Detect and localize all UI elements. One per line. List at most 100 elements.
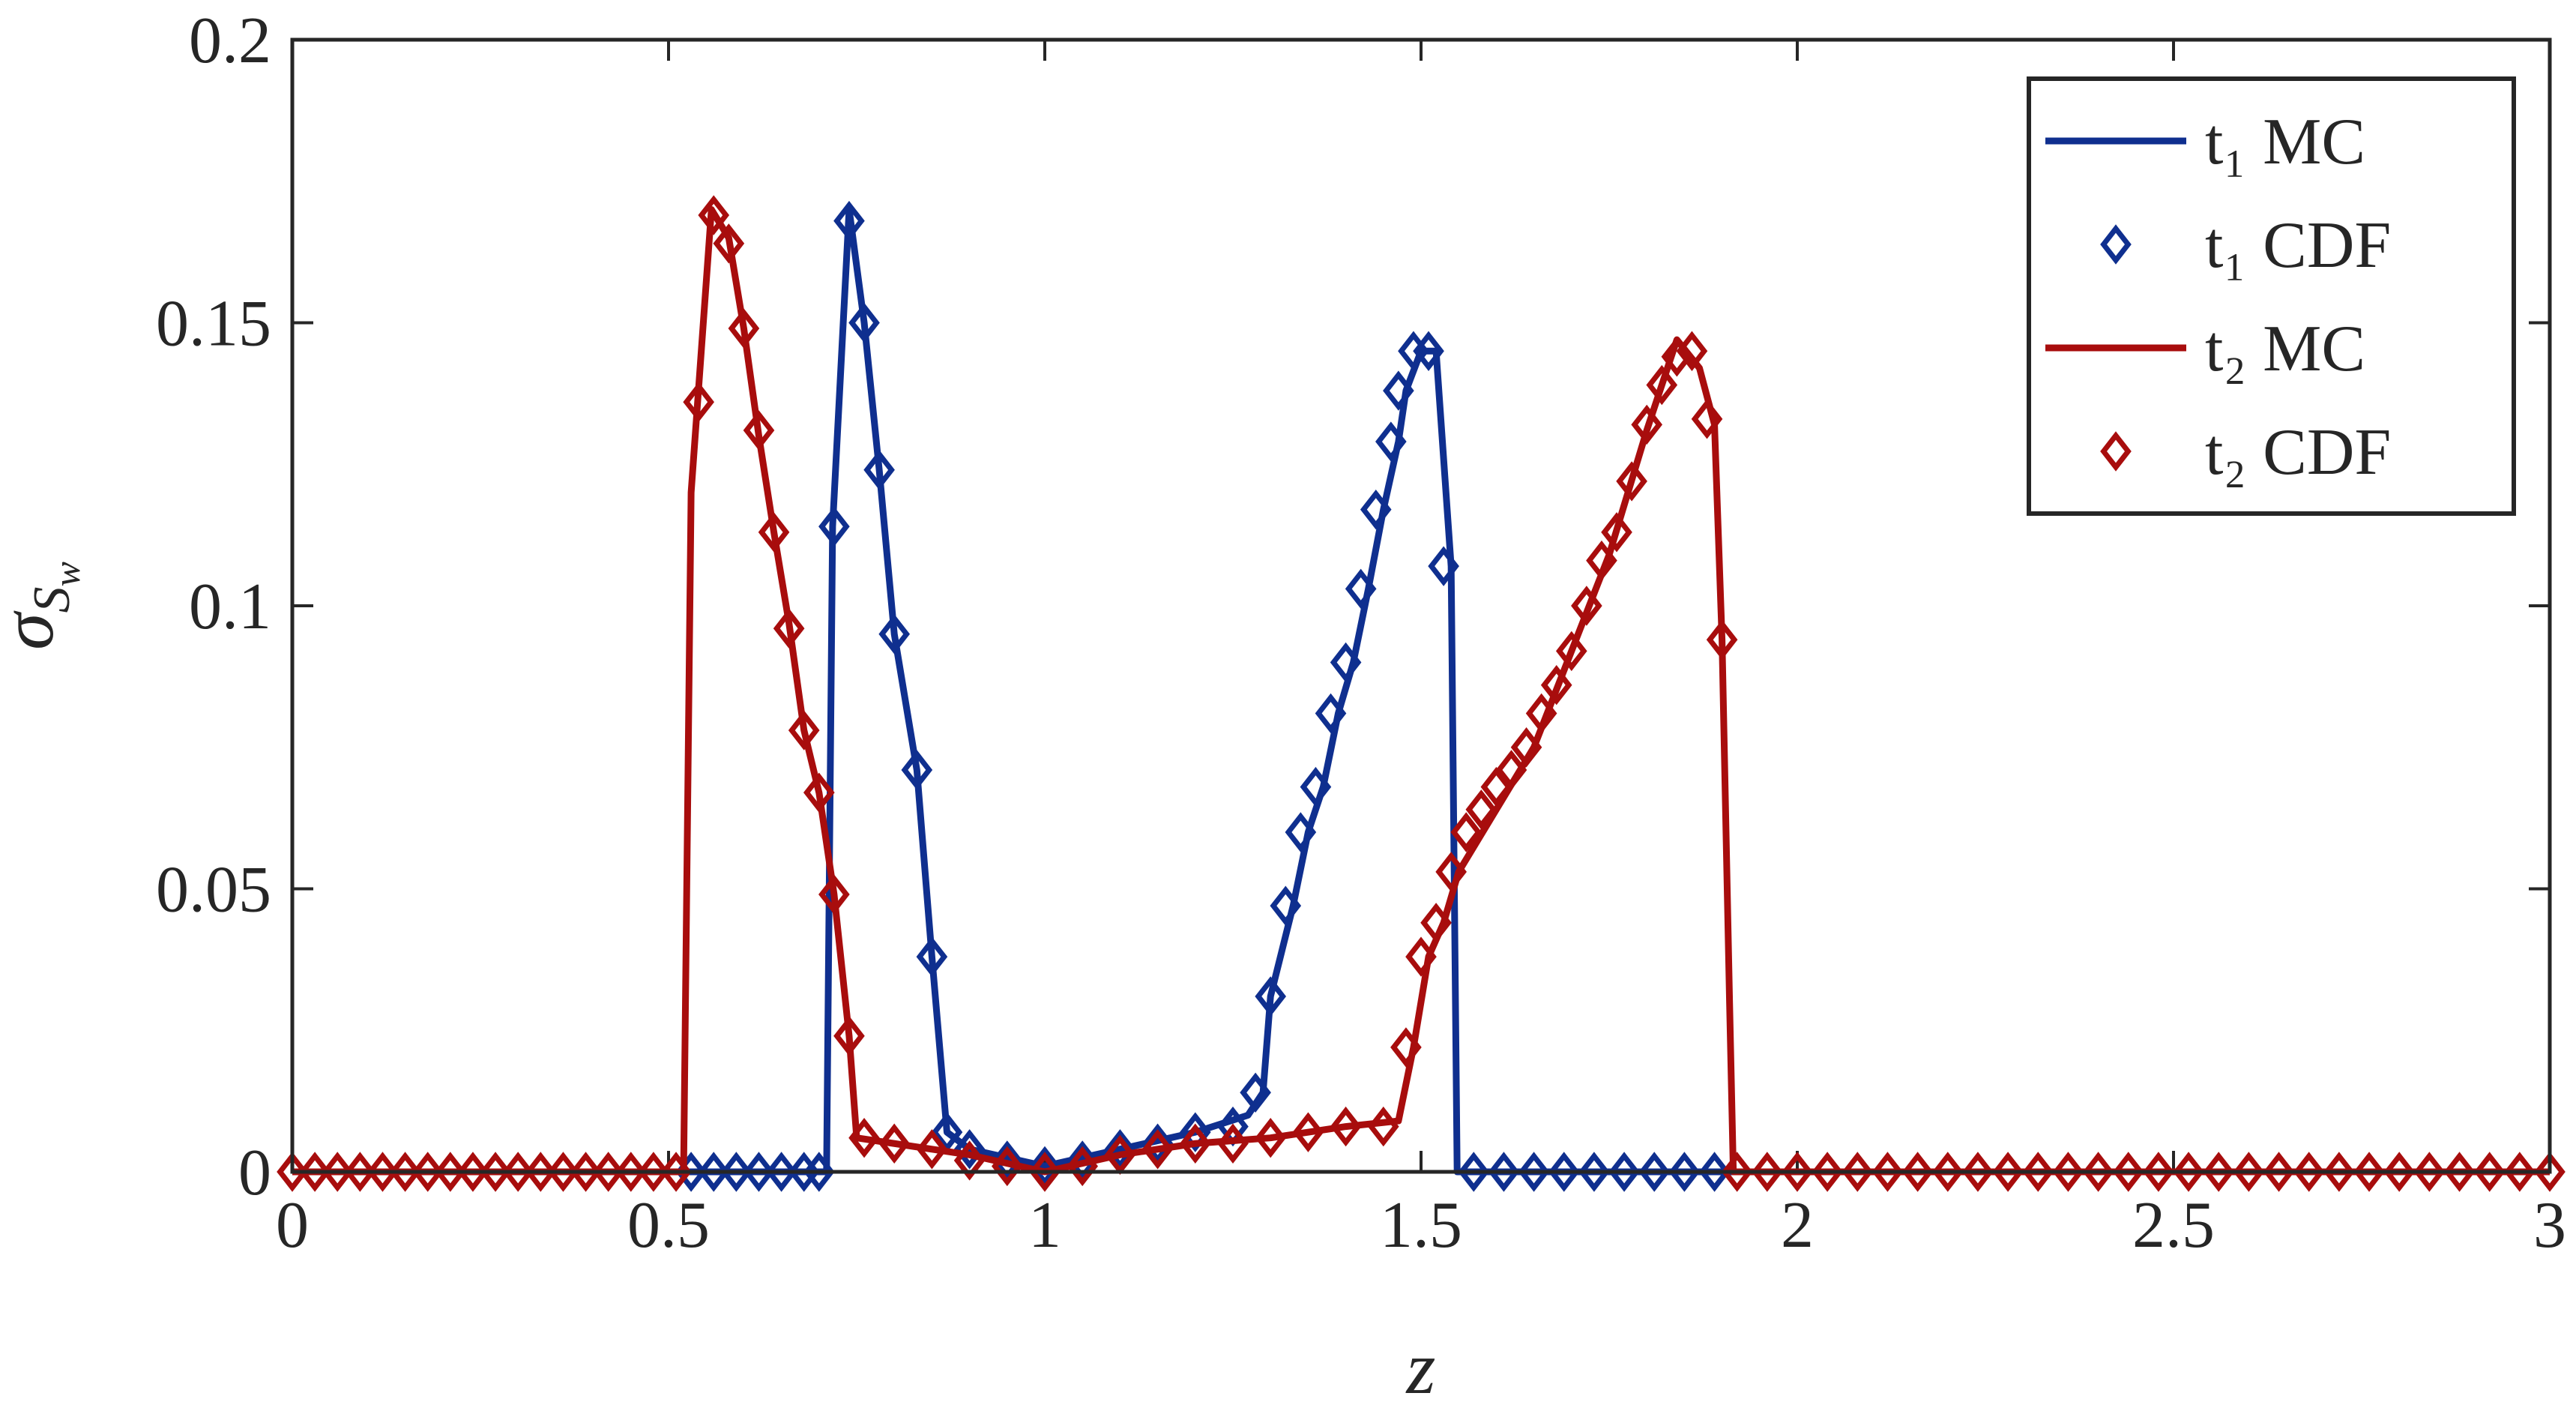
axes-box xyxy=(290,37,2552,1174)
data-marker xyxy=(788,710,820,750)
data-marker xyxy=(953,1129,986,1170)
data-marker xyxy=(1962,1152,1994,1192)
data-marker xyxy=(322,1152,354,1192)
data-marker xyxy=(2353,1152,2385,1192)
data-marker xyxy=(1383,370,1414,411)
data-marker xyxy=(833,1016,865,1056)
data-marker xyxy=(1179,1112,1211,1152)
data-marker xyxy=(713,223,745,264)
data-marker xyxy=(916,936,948,977)
data-marker xyxy=(1676,331,1708,371)
data-marker xyxy=(2534,1152,2566,1192)
data-marker xyxy=(803,772,835,813)
data-marker xyxy=(848,302,880,343)
legend-label: t₁ CDF xyxy=(2205,209,2391,282)
data-marker xyxy=(2112,1152,2144,1192)
x-tick-label: 2.5 xyxy=(2132,1189,2215,1262)
data-marker xyxy=(480,1152,511,1192)
data-marker xyxy=(1782,1152,1813,1192)
data-marker xyxy=(2233,1152,2265,1192)
data-marker xyxy=(863,450,895,490)
data-marker xyxy=(457,1152,489,1192)
data-marker xyxy=(1601,512,1632,553)
data-marker xyxy=(389,1152,421,1192)
data-marker xyxy=(1608,1152,1640,1192)
data-marker xyxy=(1141,1129,1174,1170)
data-marker xyxy=(1067,1146,1099,1187)
data-marker xyxy=(299,1152,331,1192)
data-line xyxy=(292,206,2550,1176)
x-axis-label: z xyxy=(1405,1326,1436,1408)
data-marker xyxy=(728,308,760,349)
data-marker xyxy=(1616,461,1647,502)
data-marker xyxy=(698,1152,730,1192)
data-marker xyxy=(1405,936,1437,977)
data-marker xyxy=(570,1152,602,1192)
y-tick-label: 0.2 xyxy=(189,4,271,77)
data-marker xyxy=(1706,619,1738,660)
data-marker xyxy=(931,1112,963,1152)
data-marker xyxy=(525,1152,557,1192)
data-marker xyxy=(1871,1152,1904,1192)
data-marker xyxy=(1330,642,1362,683)
data-marker xyxy=(1360,489,1392,530)
data-marker xyxy=(1345,568,1377,610)
data-marker xyxy=(991,1146,1023,1187)
data-marker xyxy=(435,1152,466,1192)
data-marker xyxy=(1450,812,1482,852)
data-marker xyxy=(411,1152,444,1192)
data-marker xyxy=(1721,1152,1753,1192)
data-marker xyxy=(1661,337,1693,377)
data-marker xyxy=(638,1152,669,1192)
legend-marker xyxy=(2100,431,2132,472)
data-marker xyxy=(2203,1152,2235,1192)
data-marker xyxy=(367,1152,399,1192)
data-marker xyxy=(765,1152,797,1192)
data-marker xyxy=(1540,665,1572,705)
data-marker xyxy=(991,1140,1023,1181)
data-marker xyxy=(1571,586,1602,626)
data-marker xyxy=(2504,1152,2536,1192)
data-marker xyxy=(1292,1112,1324,1152)
data-marker xyxy=(683,382,714,422)
data-marker xyxy=(1698,1152,1731,1192)
data-marker xyxy=(758,512,790,553)
data-marker xyxy=(1375,421,1407,462)
data-marker xyxy=(1315,693,1347,734)
data-marker xyxy=(1480,766,1512,807)
x-tick-label: 1 xyxy=(1028,1189,1061,1262)
data-marker xyxy=(277,1152,308,1192)
data-marker xyxy=(743,1152,775,1192)
data-marker xyxy=(2173,1152,2204,1192)
data-marker xyxy=(1931,1152,1964,1192)
data-marker xyxy=(1518,1152,1550,1192)
data-marker xyxy=(1752,1152,1783,1192)
data-marker xyxy=(901,750,933,790)
data-marker xyxy=(615,1152,647,1192)
legend-label: t₂ MC xyxy=(2205,313,2365,385)
data-marker xyxy=(1488,1152,1520,1192)
data-marker xyxy=(2473,1152,2506,1192)
data-marker xyxy=(1420,903,1452,943)
data-marker xyxy=(1390,1027,1422,1068)
data-marker xyxy=(743,410,775,451)
x-tick-label: 2 xyxy=(1781,1189,1814,1262)
data-marker xyxy=(720,1152,752,1192)
data-marker xyxy=(1435,852,1467,892)
data-marker xyxy=(878,1123,911,1164)
y-label-subsub: w xyxy=(46,562,88,586)
data-marker xyxy=(1029,1152,1061,1192)
data-marker xyxy=(592,1152,624,1192)
data-marker xyxy=(1367,1106,1399,1147)
legend-marker xyxy=(2100,224,2132,265)
data-marker xyxy=(2443,1152,2476,1192)
data-marker xyxy=(803,1152,835,1192)
data-marker xyxy=(818,506,850,547)
data-marker xyxy=(1179,1123,1211,1164)
data-marker xyxy=(1067,1140,1099,1181)
data-marker xyxy=(698,195,730,235)
y-axis-label: σSw xyxy=(0,562,88,650)
data-marker xyxy=(833,200,865,241)
